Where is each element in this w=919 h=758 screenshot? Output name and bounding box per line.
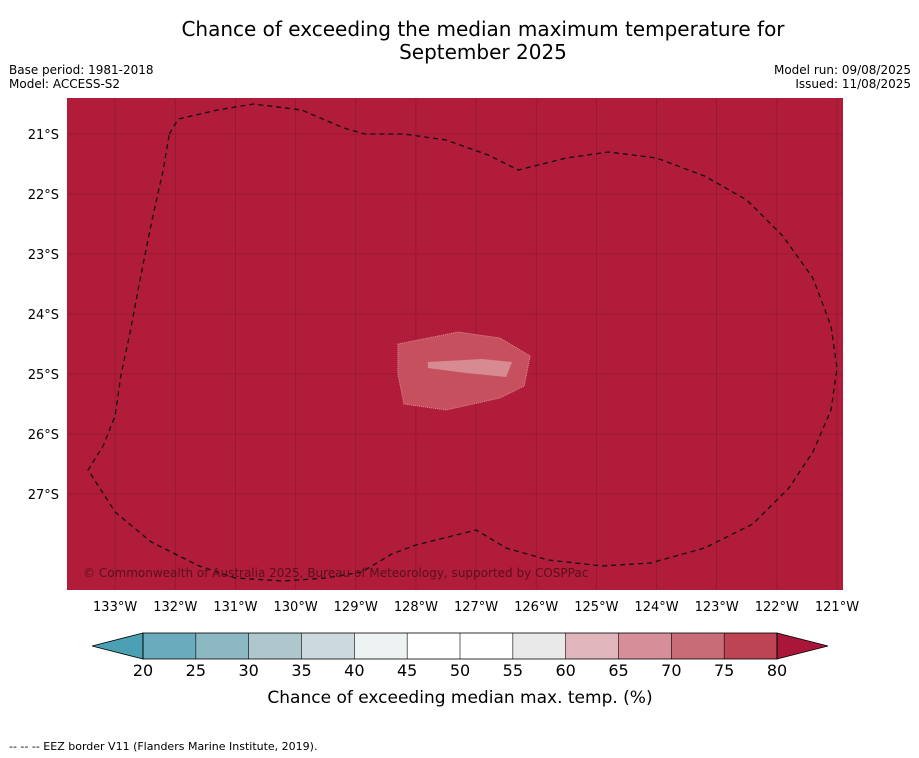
colorbar-tick-11: 75 xyxy=(714,661,734,680)
anomaly-core xyxy=(427,359,513,377)
title-line-2: September 2025 xyxy=(399,40,567,64)
model-run-text: Model run: 09/08/2025 xyxy=(773,63,911,77)
colorbar-tick-9: 65 xyxy=(608,661,628,680)
colorbar-tick-1: 25 xyxy=(186,661,206,680)
meta-right: Model run: 09/08/2025 Issued: 11/08/2025 xyxy=(774,63,911,91)
x-tick-label-7: 126°W xyxy=(514,600,558,615)
y-tick-label-3: 24°S xyxy=(28,308,59,323)
x-tick-label-3: 130°W xyxy=(274,600,318,615)
colorbar-tick-4: 40 xyxy=(344,661,364,680)
colorbar-bin-6 xyxy=(460,633,514,659)
colorbar-bin-11 xyxy=(724,633,778,659)
colorbar-bin-3 xyxy=(301,633,355,659)
x-tick-label-5: 128°W xyxy=(394,600,438,615)
colorbar-frame xyxy=(142,632,778,660)
colorbar-over-arrow xyxy=(776,632,829,660)
colorbar-bin-10 xyxy=(671,633,725,659)
x-tick-label-9: 124°W xyxy=(634,600,678,615)
y-tick-label-5: 26°S xyxy=(28,428,59,443)
y-tick-label-1: 22°S xyxy=(28,188,59,203)
colorbar-bin-2 xyxy=(248,633,302,659)
colorbar-bin-8 xyxy=(565,633,619,659)
x-tick-label-11: 122°W xyxy=(755,600,799,615)
x-tick-label-1: 132°W xyxy=(153,600,197,615)
base-period-text: Base period: 1981-2018 xyxy=(9,63,154,77)
colorbar-tick-8: 60 xyxy=(555,661,575,680)
y-tick-label-2: 23°S xyxy=(28,248,59,263)
eez-border xyxy=(87,103,838,582)
issued-text: Issued: 11/08/2025 xyxy=(795,77,911,91)
y-tick-label-6: 27°S xyxy=(28,488,59,503)
colorbar-tick-12: 80 xyxy=(767,661,787,680)
y-tick-label-0: 21°S xyxy=(28,128,59,143)
colorbar-tick-2: 30 xyxy=(238,661,258,680)
copyright-text: © Commonwealth of Australia 2025, Bureau… xyxy=(83,566,588,580)
x-tick-label-12: 121°W xyxy=(815,600,859,615)
title-line-1: Chance of exceeding the median maximum t… xyxy=(181,17,785,41)
map-plot-area: © Commonwealth of Australia 2025, Bureau… xyxy=(67,98,843,590)
eez-footnote: -- -- -- EEZ border V11 (Flanders Marine… xyxy=(9,740,318,753)
colorbar-tick-0: 20 xyxy=(133,661,153,680)
y-tick-label-4: 25°S xyxy=(28,368,59,383)
colorbar-bin-7 xyxy=(512,633,567,659)
x-tick-label-10: 123°W xyxy=(695,600,739,615)
colorbar-bin-5 xyxy=(407,633,461,659)
meta-left: Base period: 1981-2018 Model: ACCESS-S2 xyxy=(9,63,154,91)
chart-title: Chance of exceeding the median maximum t… xyxy=(0,18,919,64)
colorbar-under-arrow xyxy=(91,632,144,660)
x-tick-label-2: 131°W xyxy=(213,600,257,615)
colorbar-tick-6: 50 xyxy=(450,661,470,680)
x-tick-label-8: 125°W xyxy=(574,600,618,615)
colorbar-bin-1 xyxy=(195,633,250,659)
x-tick-label-0: 133°W xyxy=(93,600,137,615)
colorbar-tick-7: 55 xyxy=(503,661,523,680)
map-axes: 133°W 132°W 131°W 130°W 129°W 128°W 127°W 126°W… xyxy=(28,128,860,615)
x-tick-label-4: 129°W xyxy=(334,600,378,615)
colorbar-tick-5: 45 xyxy=(397,661,417,680)
colorbar-bin-4 xyxy=(354,633,408,659)
colorbar: 20 25 30 35 40 45 50 55 60 65 70 75 80 Chance of exce… xyxy=(91,632,829,708)
model-text: Model: ACCESS-S2 xyxy=(9,77,121,91)
x-tick-label-6: 127°W xyxy=(454,600,498,615)
colorbar-label: Chance of exceeding median max. temp. (%… xyxy=(267,688,652,708)
colorbar-bin-0 xyxy=(143,633,197,659)
colorbar-tick-3: 35 xyxy=(291,661,311,680)
colorbar-bin-9 xyxy=(618,633,672,659)
colorbar-tick-10: 70 xyxy=(661,661,681,680)
